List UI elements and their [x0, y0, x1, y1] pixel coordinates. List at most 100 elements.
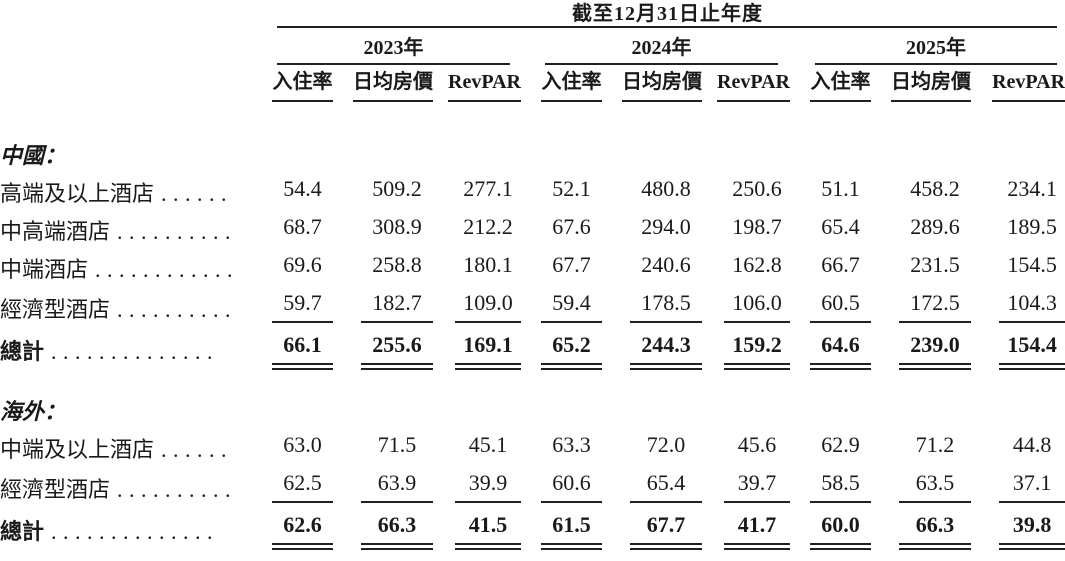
- cell-value: 69.6: [283, 252, 322, 277]
- cell-value: 45.1: [468, 432, 508, 457]
- total-value: 244.3: [630, 331, 702, 370]
- col-header-revpar-2025: RevPAR: [971, 65, 1065, 102]
- top-rule: [277, 26, 1058, 28]
- total-value: 67.7: [630, 511, 702, 550]
- table-row-overseas-midscale-above: 中端及以上酒店...... 63.0 71.5 45.1 63.3 72.0 4…: [0, 425, 1065, 463]
- table-row-china-upscale: 高端及以上酒店...... 54.4 509.2 277.1 52.1 480.…: [0, 169, 1065, 207]
- leader-dots: ............: [95, 257, 240, 282]
- cell-value: 62.9: [821, 432, 860, 457]
- cell-value: 59.7: [272, 289, 333, 323]
- col-header-revpar-2023: RevPAR: [433, 65, 521, 102]
- row-label: 經濟型酒店: [0, 477, 111, 502]
- row-label: 高端及以上酒店: [0, 181, 155, 206]
- cell-value: 71.5: [377, 432, 417, 457]
- cell-value: 104.3: [999, 289, 1065, 323]
- year-rule: [815, 63, 1058, 65]
- col-header-revpar-2024: RevPAR: [702, 65, 790, 102]
- cell-value: 60.5: [810, 289, 871, 323]
- cell-value: 178.5: [630, 289, 702, 323]
- cell-value: 67.6: [552, 214, 591, 239]
- cell-value: 45.6: [737, 432, 777, 457]
- leader-dots: ..............: [51, 519, 220, 544]
- cell-value: 58.5: [810, 469, 871, 503]
- year-header-2023: 2023年: [270, 28, 521, 65]
- cell-value: 63.3: [552, 432, 591, 457]
- col-header-occupancy-2024: 入住率: [521, 65, 602, 102]
- row-label: 中高端酒店: [0, 219, 111, 244]
- cell-value: 60.6: [541, 469, 602, 503]
- table-row-china-mid-upscale: 中高端酒店.......... 68.7 308.9 212.2 67.6 29…: [0, 207, 1065, 245]
- cell-value: 54.4: [283, 176, 322, 201]
- total-value: 41.7: [724, 511, 790, 550]
- leader-dots: ......: [161, 181, 234, 206]
- total-row-china: 總計.............. 66.1 255.6 169.1 65.2 2…: [0, 323, 1065, 382]
- cell-value: 67.7: [552, 252, 591, 277]
- cell-value: 106.0: [724, 289, 790, 323]
- cell-value: 480.8: [641, 176, 691, 201]
- table-row-china-economy: 經濟型酒店.......... 59.7 182.7 109.0 59.4 17…: [0, 283, 1065, 323]
- cell-value: 258.8: [372, 252, 422, 277]
- cell-value: 62.5: [272, 469, 333, 503]
- total-value: 159.2: [724, 331, 790, 370]
- year-header-2024: 2024年: [521, 28, 790, 65]
- cell-value: 63.5: [899, 469, 971, 503]
- year-header-row: 2023年 2024年 2025年: [0, 28, 1065, 65]
- cell-value: 189.5: [1007, 214, 1057, 239]
- cell-value: 65.4: [821, 214, 860, 239]
- total-value: 41.5: [455, 511, 521, 550]
- table-title: 截至12月31日止年度: [572, 3, 764, 25]
- cell-value: 109.0: [455, 289, 521, 323]
- cell-value: 289.6: [910, 214, 960, 239]
- cell-value: 234.1: [1007, 176, 1057, 201]
- year-header-2025: 2025年: [790, 28, 1065, 65]
- cell-value: 37.1: [999, 469, 1065, 503]
- column-header-row: 入住率 日均房價 RevPAR 入住率 日均房價 RevPAR 入住率 日均房價…: [0, 65, 1065, 102]
- col-header-occupancy-2025: 入住率: [790, 65, 871, 102]
- total-value: 66.1: [272, 331, 333, 370]
- cell-value: 182.7: [361, 289, 433, 323]
- col-header-adr-2024: 日均房價: [602, 65, 702, 102]
- cell-value: 59.4: [541, 289, 602, 323]
- table-row-overseas-economy: 經濟型酒店.......... 62.5 63.9 39.9 60.6 65.4…: [0, 463, 1065, 503]
- cell-value: 231.5: [910, 252, 960, 277]
- year-rule: [277, 63, 510, 65]
- cell-value: 66.7: [821, 252, 860, 277]
- cell-value: 277.1: [463, 176, 513, 201]
- total-value: 39.8: [999, 511, 1065, 550]
- col-header-adr-2025: 日均房價: [871, 65, 971, 102]
- top-rule-row: [0, 26, 1065, 28]
- leader-dots: ..........: [117, 477, 238, 502]
- cell-value: 71.2: [915, 432, 955, 457]
- cell-value: 458.2: [910, 176, 960, 201]
- leader-dots: ..........: [117, 297, 238, 322]
- cell-value: 39.7: [724, 469, 790, 503]
- cell-value: 68.7: [283, 214, 322, 239]
- cell-value: 65.4: [630, 469, 702, 503]
- section-header-overseas: 海外：: [0, 399, 67, 424]
- cell-value: 180.1: [463, 252, 513, 277]
- row-label: 中端酒店: [0, 257, 89, 282]
- cell-value: 52.1: [552, 176, 591, 201]
- total-value: 66.3: [361, 511, 433, 550]
- cell-value: 294.0: [641, 214, 691, 239]
- cell-value: 212.2: [463, 214, 513, 239]
- year-label: 2023年: [363, 37, 424, 59]
- col-header-adr-2023: 日均房價: [333, 65, 433, 102]
- total-value: 65.2: [541, 331, 602, 370]
- total-value: 154.4: [999, 331, 1065, 370]
- cell-value: 154.5: [1007, 252, 1057, 277]
- row-label: 經濟型酒店: [0, 297, 111, 322]
- total-value: 239.0: [899, 331, 971, 370]
- total-value: 64.6: [810, 331, 871, 370]
- cell-value: 44.8: [1012, 432, 1052, 457]
- cell-value: 172.5: [899, 289, 971, 323]
- cell-value: 198.7: [732, 214, 782, 239]
- row-label: 總計: [0, 519, 45, 544]
- leader-dots: ......: [161, 437, 234, 462]
- total-value: 66.3: [899, 511, 971, 550]
- total-value: 169.1: [455, 331, 521, 370]
- year-rule: [545, 63, 778, 65]
- total-value: 61.5: [541, 511, 602, 550]
